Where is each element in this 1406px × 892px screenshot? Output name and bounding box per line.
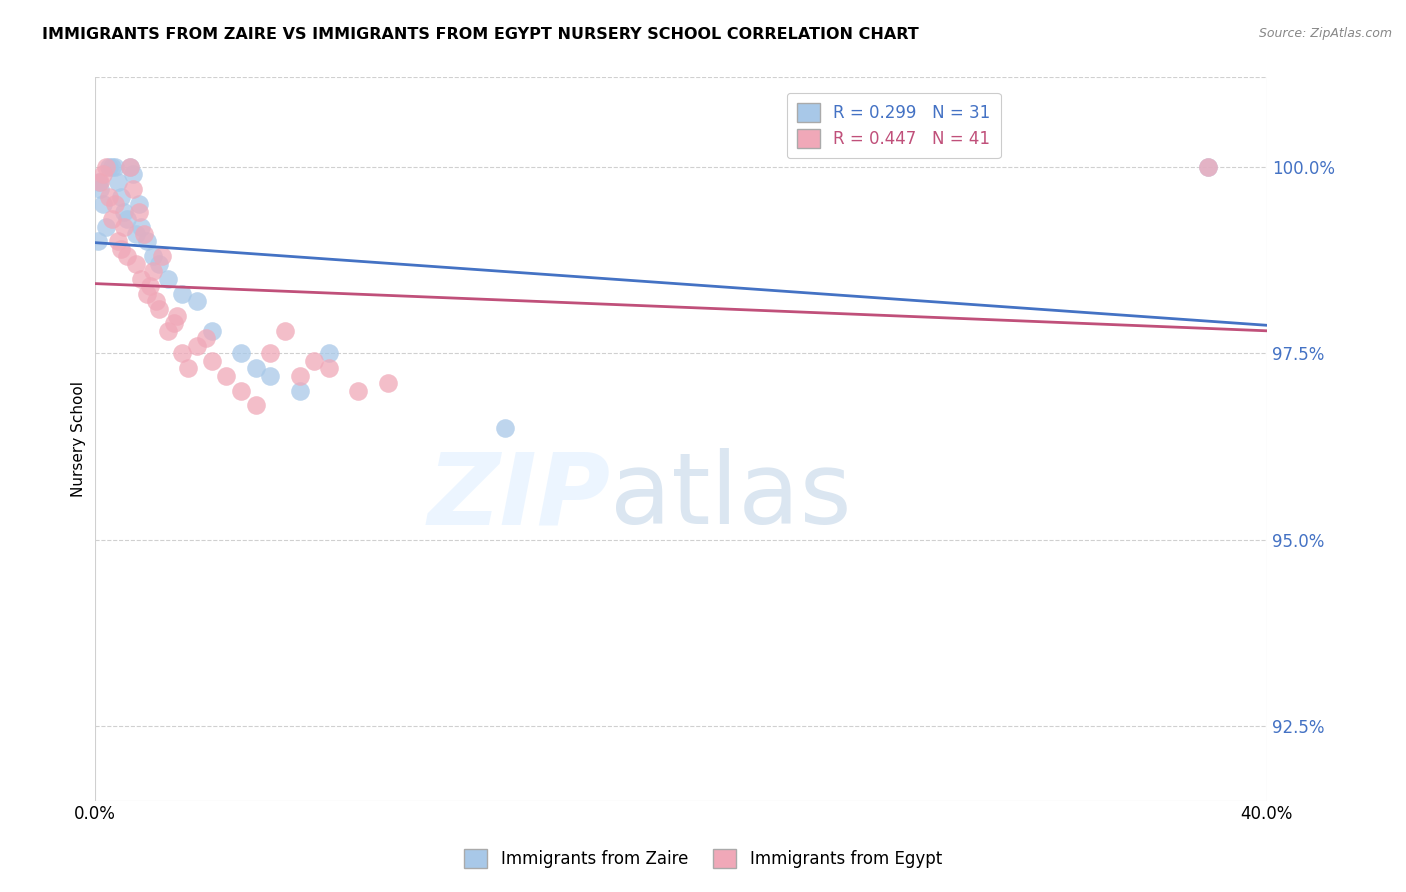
Point [136,286,159,301]
Y-axis label: Nursery School: Nursery School [72,381,86,497]
Point [121,182,143,196]
Point [259,346,281,360]
Point [245,399,267,413]
Point [142,264,165,278]
Point [150,249,173,263]
Point [107,175,129,189]
Point [186,294,208,309]
Point [86,235,108,249]
Point [96,160,118,174]
Point [304,353,326,368]
Point [494,421,516,435]
Text: ZIP: ZIP [427,449,610,545]
Point [93,197,115,211]
Point [177,361,200,376]
Point [118,160,141,174]
Point [347,384,370,398]
Point [115,212,138,227]
Point [148,301,170,316]
Point [288,368,311,383]
Point [201,353,224,368]
Point [104,160,127,174]
Point [245,361,267,376]
Point [194,331,217,345]
Point [166,309,188,323]
Legend: R = 0.299   N = 31, R = 0.447   N = 41: R = 0.299 N = 31, R = 0.447 N = 41 [787,93,1001,158]
Point [148,257,170,271]
Point [87,175,110,189]
Point [1197,160,1219,174]
Point [142,249,165,263]
Point [110,190,132,204]
Point [136,235,159,249]
Point [128,204,150,219]
Point [112,219,135,234]
Point [89,175,111,189]
Point [124,227,146,241]
Point [377,376,399,390]
Point [156,271,179,285]
Point [201,324,224,338]
Point [215,368,238,383]
Point [229,346,252,360]
Point [139,279,162,293]
Point [318,361,340,376]
Point [121,167,143,181]
Text: IMMIGRANTS FROM ZAIRE VS IMMIGRANTS FROM EGYPT NURSERY SCHOOL CORRELATION CHART: IMMIGRANTS FROM ZAIRE VS IMMIGRANTS FROM… [42,27,920,42]
Text: atlas: atlas [610,449,852,545]
Point [107,235,129,249]
Point [131,219,153,234]
Point [186,339,208,353]
Point [104,197,127,211]
Point [288,384,311,398]
Point [101,160,124,174]
Point [134,227,156,241]
Point [101,212,124,227]
Point [156,324,179,338]
Point [259,368,281,383]
Point [131,271,153,285]
Point [110,242,132,256]
Point [124,257,146,271]
Point [118,160,141,174]
Point [115,249,138,263]
Point [172,286,194,301]
Point [128,197,150,211]
Point [98,160,121,174]
Point [145,294,167,309]
Point [163,317,186,331]
Point [229,384,252,398]
Text: Source: ZipAtlas.com: Source: ZipAtlas.com [1258,27,1392,40]
Point [274,324,297,338]
Point [96,219,118,234]
Point [1197,160,1219,174]
Legend: Immigrants from Zaire, Immigrants from Egypt: Immigrants from Zaire, Immigrants from E… [457,842,949,875]
Point [93,167,115,181]
Point [89,182,111,196]
Point [318,346,340,360]
Point [112,204,135,219]
Point [98,190,121,204]
Point [172,346,194,360]
